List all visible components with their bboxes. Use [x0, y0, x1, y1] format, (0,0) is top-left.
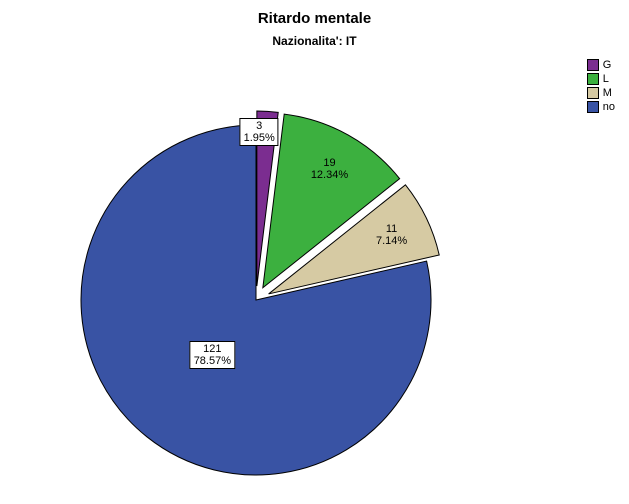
legend: G L M no [587, 58, 615, 114]
legend-item: no [587, 100, 615, 114]
legend-label: M [603, 86, 612, 100]
legend-item: G [587, 58, 615, 72]
pie-svg [0, 0, 629, 504]
legend-item: L [587, 72, 615, 86]
legend-swatch [587, 59, 599, 71]
pie-chart-root: Ritardo mentale Nazionalita': IT G L M n… [0, 0, 629, 504]
legend-label: L [603, 72, 609, 86]
legend-swatch [587, 73, 599, 85]
legend-item: M [587, 86, 615, 100]
legend-label: no [603, 100, 615, 114]
legend-swatch [587, 101, 599, 113]
legend-swatch [587, 87, 599, 99]
legend-label: G [603, 58, 612, 72]
